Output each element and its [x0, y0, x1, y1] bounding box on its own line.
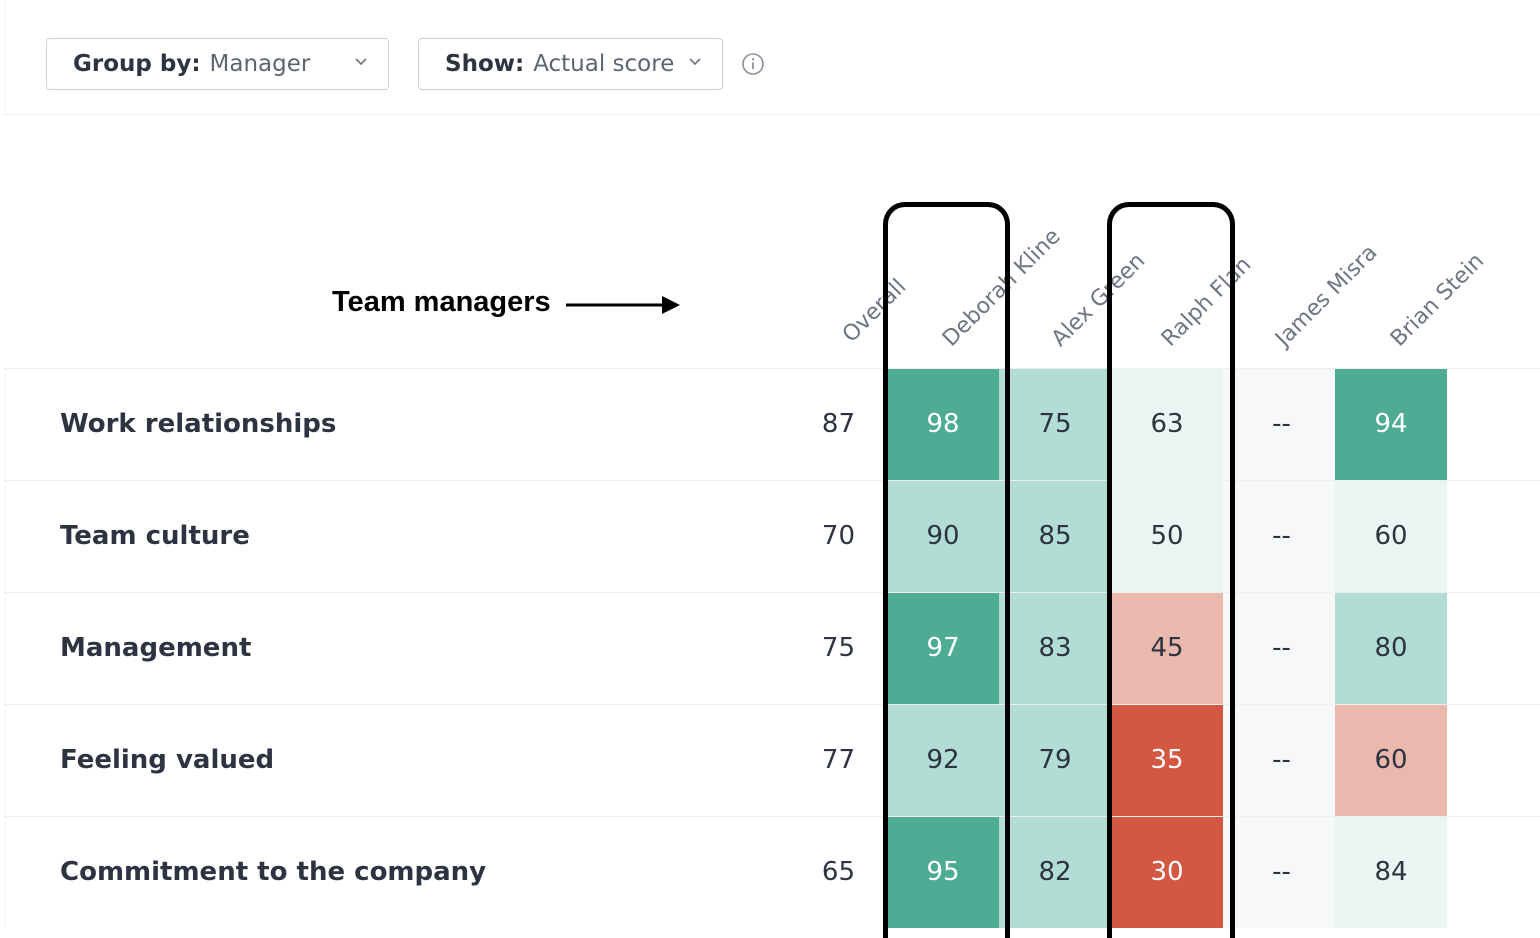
chevron-down-icon [689, 58, 701, 66]
score-cell[interactable]: 60 [1335, 705, 1447, 816]
table-row: Commitment to the company 65 95 82 30 -- 84 [4, 816, 1540, 928]
group-by-label: Group by: [73, 51, 201, 77]
score-cell[interactable]: -- [1223, 481, 1340, 592]
table-row: Team culture 70 90 85 50 -- 60 [4, 480, 1540, 592]
score-cell[interactable]: 79 [999, 705, 1111, 816]
score-cell[interactable]: -- [1223, 705, 1340, 816]
score-cell[interactable]: 82 [999, 817, 1111, 928]
overall-score: 87 [821, 409, 855, 439]
row-label: Feeling valued [60, 745, 275, 775]
show-label: Show: [445, 51, 525, 77]
column-header[interactable]: Brian Stein [1386, 248, 1490, 352]
score-cell[interactable]: 30 [1111, 817, 1223, 928]
score-cell[interactable]: 45 [1111, 593, 1223, 704]
score-cell[interactable]: 95 [887, 817, 999, 928]
overall-score: 65 [821, 857, 855, 887]
toolbar: Group by: Manager Show: Actual score [4, 0, 1540, 115]
score-cell[interactable]: -- [1223, 817, 1340, 928]
score-cell[interactable]: 50 [1111, 481, 1223, 592]
group-by-value: Manager [209, 51, 311, 77]
table-row: Work relationships 87 98 75 63 -- 94 [4, 368, 1540, 480]
table-row: Feeling valued 77 92 79 35 -- 60 [4, 704, 1540, 816]
overall-score: 77 [821, 745, 855, 775]
table-row: Management 75 97 83 45 -- 80 [4, 592, 1540, 704]
annotation-team-managers: Team managers [332, 286, 551, 318]
show-value: Actual score [533, 51, 675, 77]
row-label: Team culture [60, 521, 250, 551]
info-circle-icon[interactable] [742, 53, 764, 75]
score-cell[interactable]: 92 [887, 705, 999, 816]
score-cell[interactable]: 60 [1335, 481, 1447, 592]
chevron-down-icon [355, 58, 367, 66]
score-cell[interactable]: 63 [1111, 369, 1223, 480]
score-cell[interactable]: 83 [999, 593, 1111, 704]
column-header[interactable]: James Misra [1271, 240, 1383, 352]
column-header[interactable]: Ralph Flan [1157, 252, 1257, 352]
group-by-select[interactable]: Group by: Manager [46, 38, 389, 90]
score-cell[interactable]: -- [1223, 369, 1340, 480]
score-cell[interactable]: 98 [887, 369, 999, 480]
score-cell[interactable]: 75 [999, 369, 1111, 480]
overall-score: 75 [821, 633, 855, 663]
row-label: Commitment to the company [60, 857, 487, 887]
score-cell[interactable]: 90 [887, 481, 999, 592]
arrow-right-icon [566, 296, 680, 314]
score-cell[interactable]: 94 [1335, 369, 1447, 480]
score-cell[interactable]: 80 [1335, 593, 1447, 704]
show-select[interactable]: Show: Actual score [418, 38, 723, 90]
score-cell[interactable]: 85 [999, 481, 1111, 592]
score-cell[interactable]: 84 [1335, 817, 1447, 928]
score-cell[interactable]: -- [1223, 593, 1340, 704]
overall-score: 70 [821, 521, 855, 551]
row-label: Work relationships [60, 409, 337, 439]
row-label: Management [60, 633, 252, 663]
column-header[interactable]: Overall [838, 274, 912, 348]
score-cell[interactable]: 35 [1111, 705, 1223, 816]
score-cell[interactable]: 97 [887, 593, 999, 704]
column-header[interactable]: Alex Green [1047, 248, 1151, 352]
